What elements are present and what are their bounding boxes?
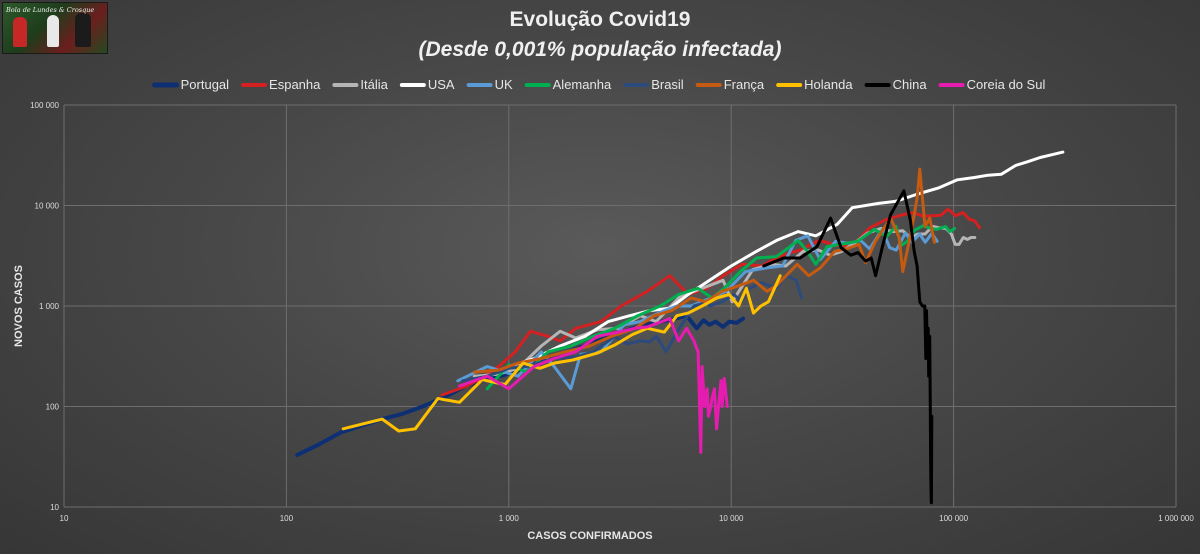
- legend-label-portugal: Portugal: [181, 77, 230, 92]
- y-tick-label: 1 000: [39, 302, 60, 311]
- series-line-china: [762, 189, 934, 505]
- y-tick-label: 10 000: [35, 202, 60, 211]
- legend-label-espanha: Espanha: [269, 77, 321, 92]
- legend-label-brasil: Brasil: [651, 77, 684, 92]
- x-tick-label: 10 000: [719, 514, 744, 523]
- x-tick-label: 1 000 000: [1158, 514, 1194, 523]
- chart-subtitle: (Desde 0,001% população infectada): [418, 38, 782, 61]
- series-line-alemanha: [485, 224, 957, 391]
- logo-lettering: Bola de Lundes & Crosque: [6, 6, 95, 14]
- y-axis-title: NOVOS CASOS: [13, 265, 25, 347]
- y-tick-label: 100: [46, 403, 60, 412]
- series-line-frança: [472, 167, 936, 374]
- y-tick-label: 100 000: [30, 101, 59, 110]
- x-axis-title: CASOS CONFIRMADOS: [527, 530, 652, 542]
- logo: Bola de Lundes & Crosque: [2, 2, 108, 54]
- y-tick-label: 10: [50, 503, 59, 512]
- legend-label-holanda: Holanda: [804, 77, 853, 92]
- legend-label-itália: Itália: [360, 77, 388, 92]
- legend-label-alemanha: Alemanha: [553, 77, 612, 92]
- x-tick-label: 1 000: [499, 514, 520, 523]
- series-line-espanha: [440, 207, 981, 397]
- legend-label-uk: UK: [495, 77, 513, 92]
- legend-label-usa: USA: [428, 77, 455, 92]
- legend-label-coreia-do-sul: Coreia do Sul: [967, 77, 1046, 92]
- legend-label-frança: França: [724, 77, 765, 92]
- series-line-holanda: [341, 274, 782, 433]
- x-tick-label: 100: [280, 514, 294, 523]
- logo-figure-white: [47, 15, 59, 47]
- legend-label-china: China: [893, 77, 928, 92]
- series-line-coreia-do-sul: [458, 317, 729, 454]
- logo-figure-black: [75, 13, 91, 47]
- x-tick-label: 10: [60, 514, 69, 523]
- logo-figure-red: [13, 17, 27, 47]
- x-tick-label: 100 000: [939, 514, 968, 523]
- chart-title: Evolução Covid19: [509, 8, 691, 31]
